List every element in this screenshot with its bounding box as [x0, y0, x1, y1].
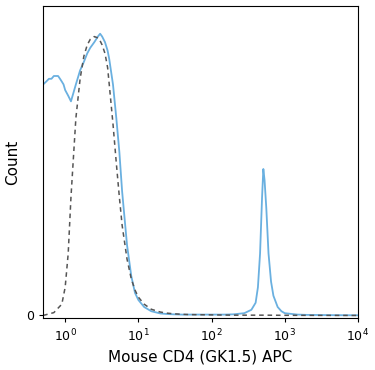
X-axis label: Mouse CD4 (GK1.5) APC: Mouse CD4 (GK1.5) APC	[108, 349, 292, 364]
Y-axis label: Count: Count	[6, 139, 21, 185]
